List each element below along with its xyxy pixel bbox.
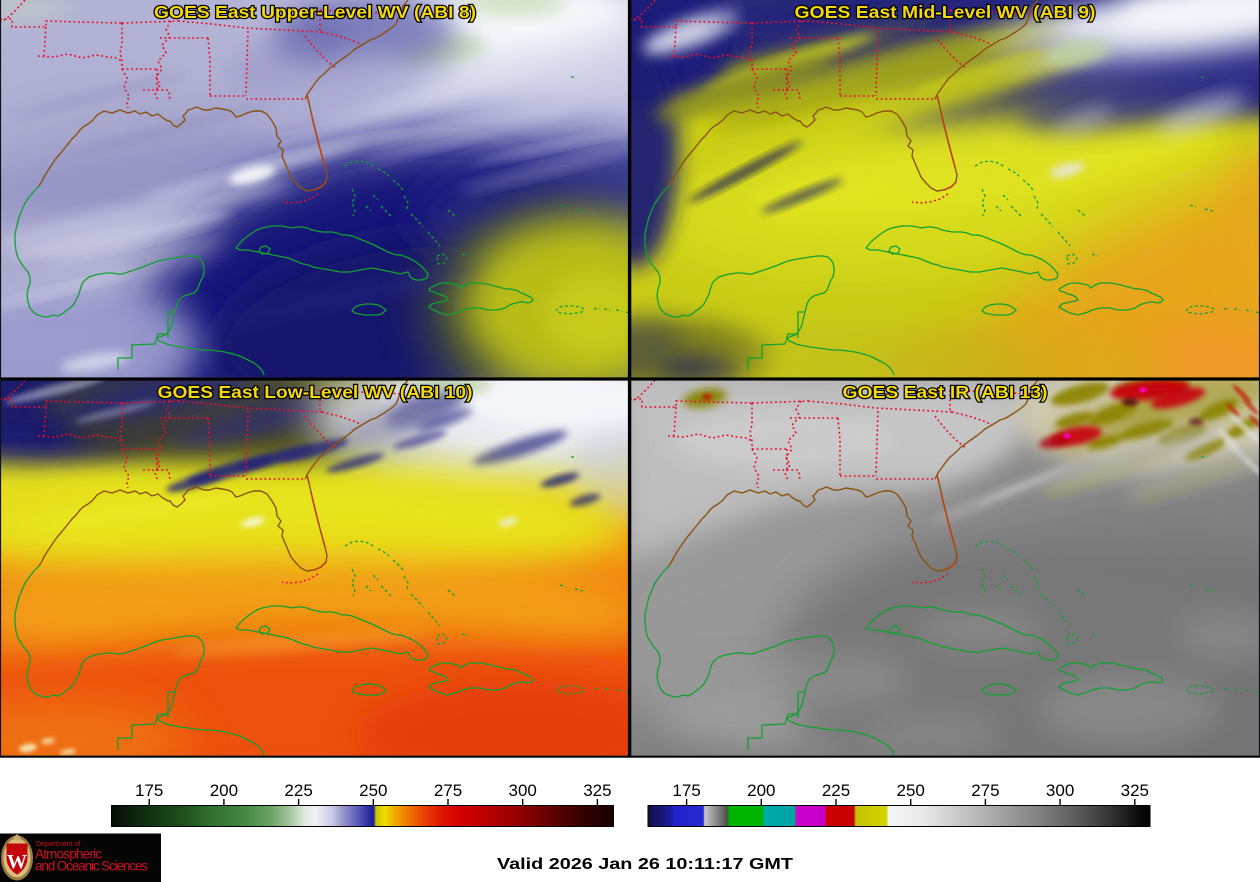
svg-text:GOES East Low-Level WV (ABI 10: GOES East Low-Level WV (ABI 10) xyxy=(158,382,473,402)
svg-text:Valid 2026 Jan 26 10:11:17 GMT: Valid 2026 Jan 26 10:11:17 GMT xyxy=(497,856,793,873)
svg-text:225: 225 xyxy=(822,781,850,800)
svg-text:275: 275 xyxy=(971,781,999,800)
svg-text:GOES East IR (ABI 13): GOES East IR (ABI 13) xyxy=(843,382,1048,402)
svg-text:GOES East Upper-Level WV (ABI: GOES East Upper-Level WV (ABI 8) xyxy=(154,2,476,22)
svg-text:GOES East Mid-Level WV (ABI 9): GOES East Mid-Level WV (ABI 9) xyxy=(795,2,1096,22)
svg-text:225: 225 xyxy=(284,781,312,800)
svg-text:175: 175 xyxy=(672,781,700,800)
svg-text:175: 175 xyxy=(135,781,163,800)
svg-text:200: 200 xyxy=(747,781,775,800)
svg-text:250: 250 xyxy=(359,781,387,800)
svg-text:300: 300 xyxy=(1046,781,1074,800)
svg-text:325: 325 xyxy=(1121,781,1149,800)
svg-text:275: 275 xyxy=(434,781,462,800)
svg-text:325: 325 xyxy=(583,781,611,800)
svg-text:200: 200 xyxy=(210,781,238,800)
svg-text:W: W xyxy=(7,851,27,873)
svg-text:Department of: Department of xyxy=(36,841,80,848)
svg-text:300: 300 xyxy=(509,781,537,800)
svg-text:250: 250 xyxy=(897,781,925,800)
svg-text:Atmospheric: Atmospheric xyxy=(35,847,102,862)
svg-text:and Oceanic Sciences: and Oceanic Sciences xyxy=(35,859,148,874)
